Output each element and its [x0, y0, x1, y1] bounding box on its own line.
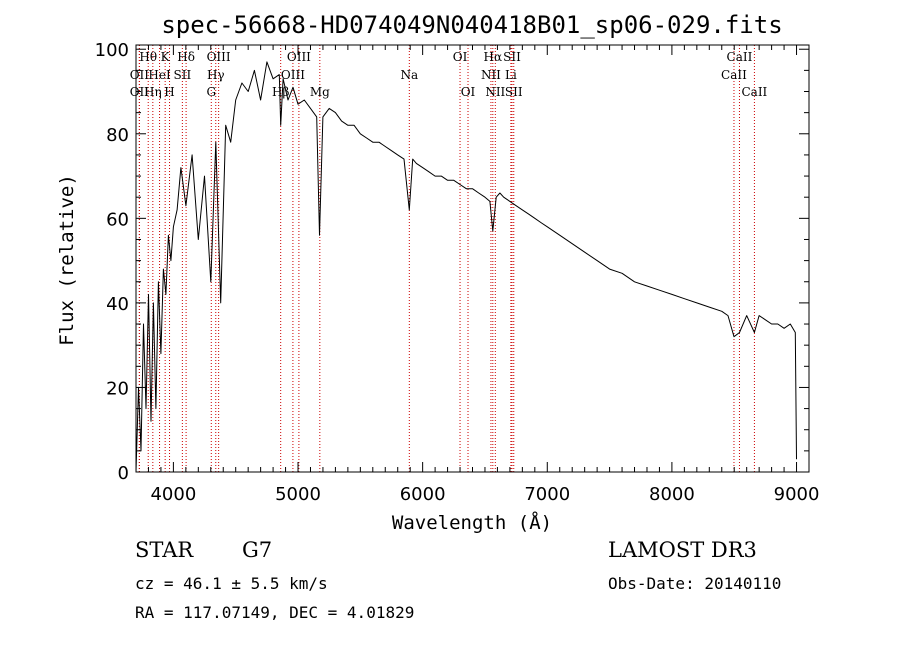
- axis-ticks: 4000 5000 6000 7000 8000 9000 0 20 40 60 80 100: [95, 40, 820, 505]
- spectrum-series-line: [135, 61, 797, 473]
- spectral-line-label: CaII: [741, 85, 767, 99]
- spectral-line-label: SII: [174, 68, 192, 82]
- spectral-line-label: Hθ: [139, 50, 157, 64]
- spectral-line-label: OIII: [287, 50, 311, 64]
- spectral-line-label: Hα: [484, 50, 503, 64]
- spectral-line-label: G: [206, 85, 216, 99]
- chart-title: spec-56668-HD074049N040418B01_sp06-029.f…: [161, 11, 782, 39]
- x-tick-label: 6000: [400, 484, 446, 505]
- spectral-line-markers: [138, 45, 755, 472]
- plot-frame: [135, 44, 810, 473]
- spectral-line-label: NII: [485, 85, 505, 99]
- spectral-line-label: Na: [400, 68, 418, 82]
- coordinates: RA = 117.07149, DEC = 4.01829: [135, 603, 415, 622]
- spectral-line-label: OI: [461, 85, 476, 99]
- survey-name: LAMOST DR3: [608, 538, 757, 562]
- y-tick-label: 40: [106, 294, 129, 315]
- redshift-value: cz = 46.1 ± 5.5 km/s: [135, 574, 328, 593]
- spectral-line-label: Li: [505, 68, 517, 82]
- y-tick-label: 0: [118, 463, 129, 484]
- spectral-line-label: OI: [453, 50, 468, 64]
- x-axis-label: Wavelength (Å): [392, 511, 552, 534]
- observation-date: Obs-Date: 20140110: [608, 574, 782, 593]
- x-tick-label: 7000: [524, 484, 570, 505]
- spectral-line-label: NII: [481, 68, 501, 82]
- x-tick-label: 4000: [150, 484, 196, 505]
- spectral-line-label: SII: [503, 50, 521, 64]
- object-type: STAR: [135, 538, 194, 562]
- spectral-line-label: CaII: [721, 68, 747, 82]
- spectral-line-label: Hγ: [207, 68, 225, 82]
- y-axis-label: Flux (relative): [56, 174, 78, 346]
- spectral-line-label: H: [164, 85, 174, 99]
- spectral-line-label: SII: [505, 85, 523, 99]
- spectral-line-label: Hη: [144, 85, 162, 99]
- x-tick-label: 9000: [774, 484, 820, 505]
- spectral-line-label: K: [161, 50, 171, 64]
- spectral-line-label: Hδ: [177, 50, 195, 64]
- spectral-subclass: G7: [242, 538, 273, 562]
- x-tick-label: 5000: [275, 484, 321, 505]
- y-tick-label: 100: [95, 40, 129, 61]
- spectral-line-label: OII: [130, 68, 150, 82]
- y-tick-label: 20: [106, 378, 129, 399]
- spectral-line-label: OIII: [207, 50, 231, 64]
- y-tick-label: 60: [106, 209, 129, 230]
- spectral-line-label: CaII: [727, 50, 753, 64]
- spectral-line-label: HeI: [148, 68, 171, 82]
- y-tick-label: 80: [106, 125, 129, 146]
- x-tick-label: 8000: [649, 484, 695, 505]
- spectral-line-label: Mg: [310, 85, 330, 99]
- spectral-line-label: OIII: [281, 68, 305, 82]
